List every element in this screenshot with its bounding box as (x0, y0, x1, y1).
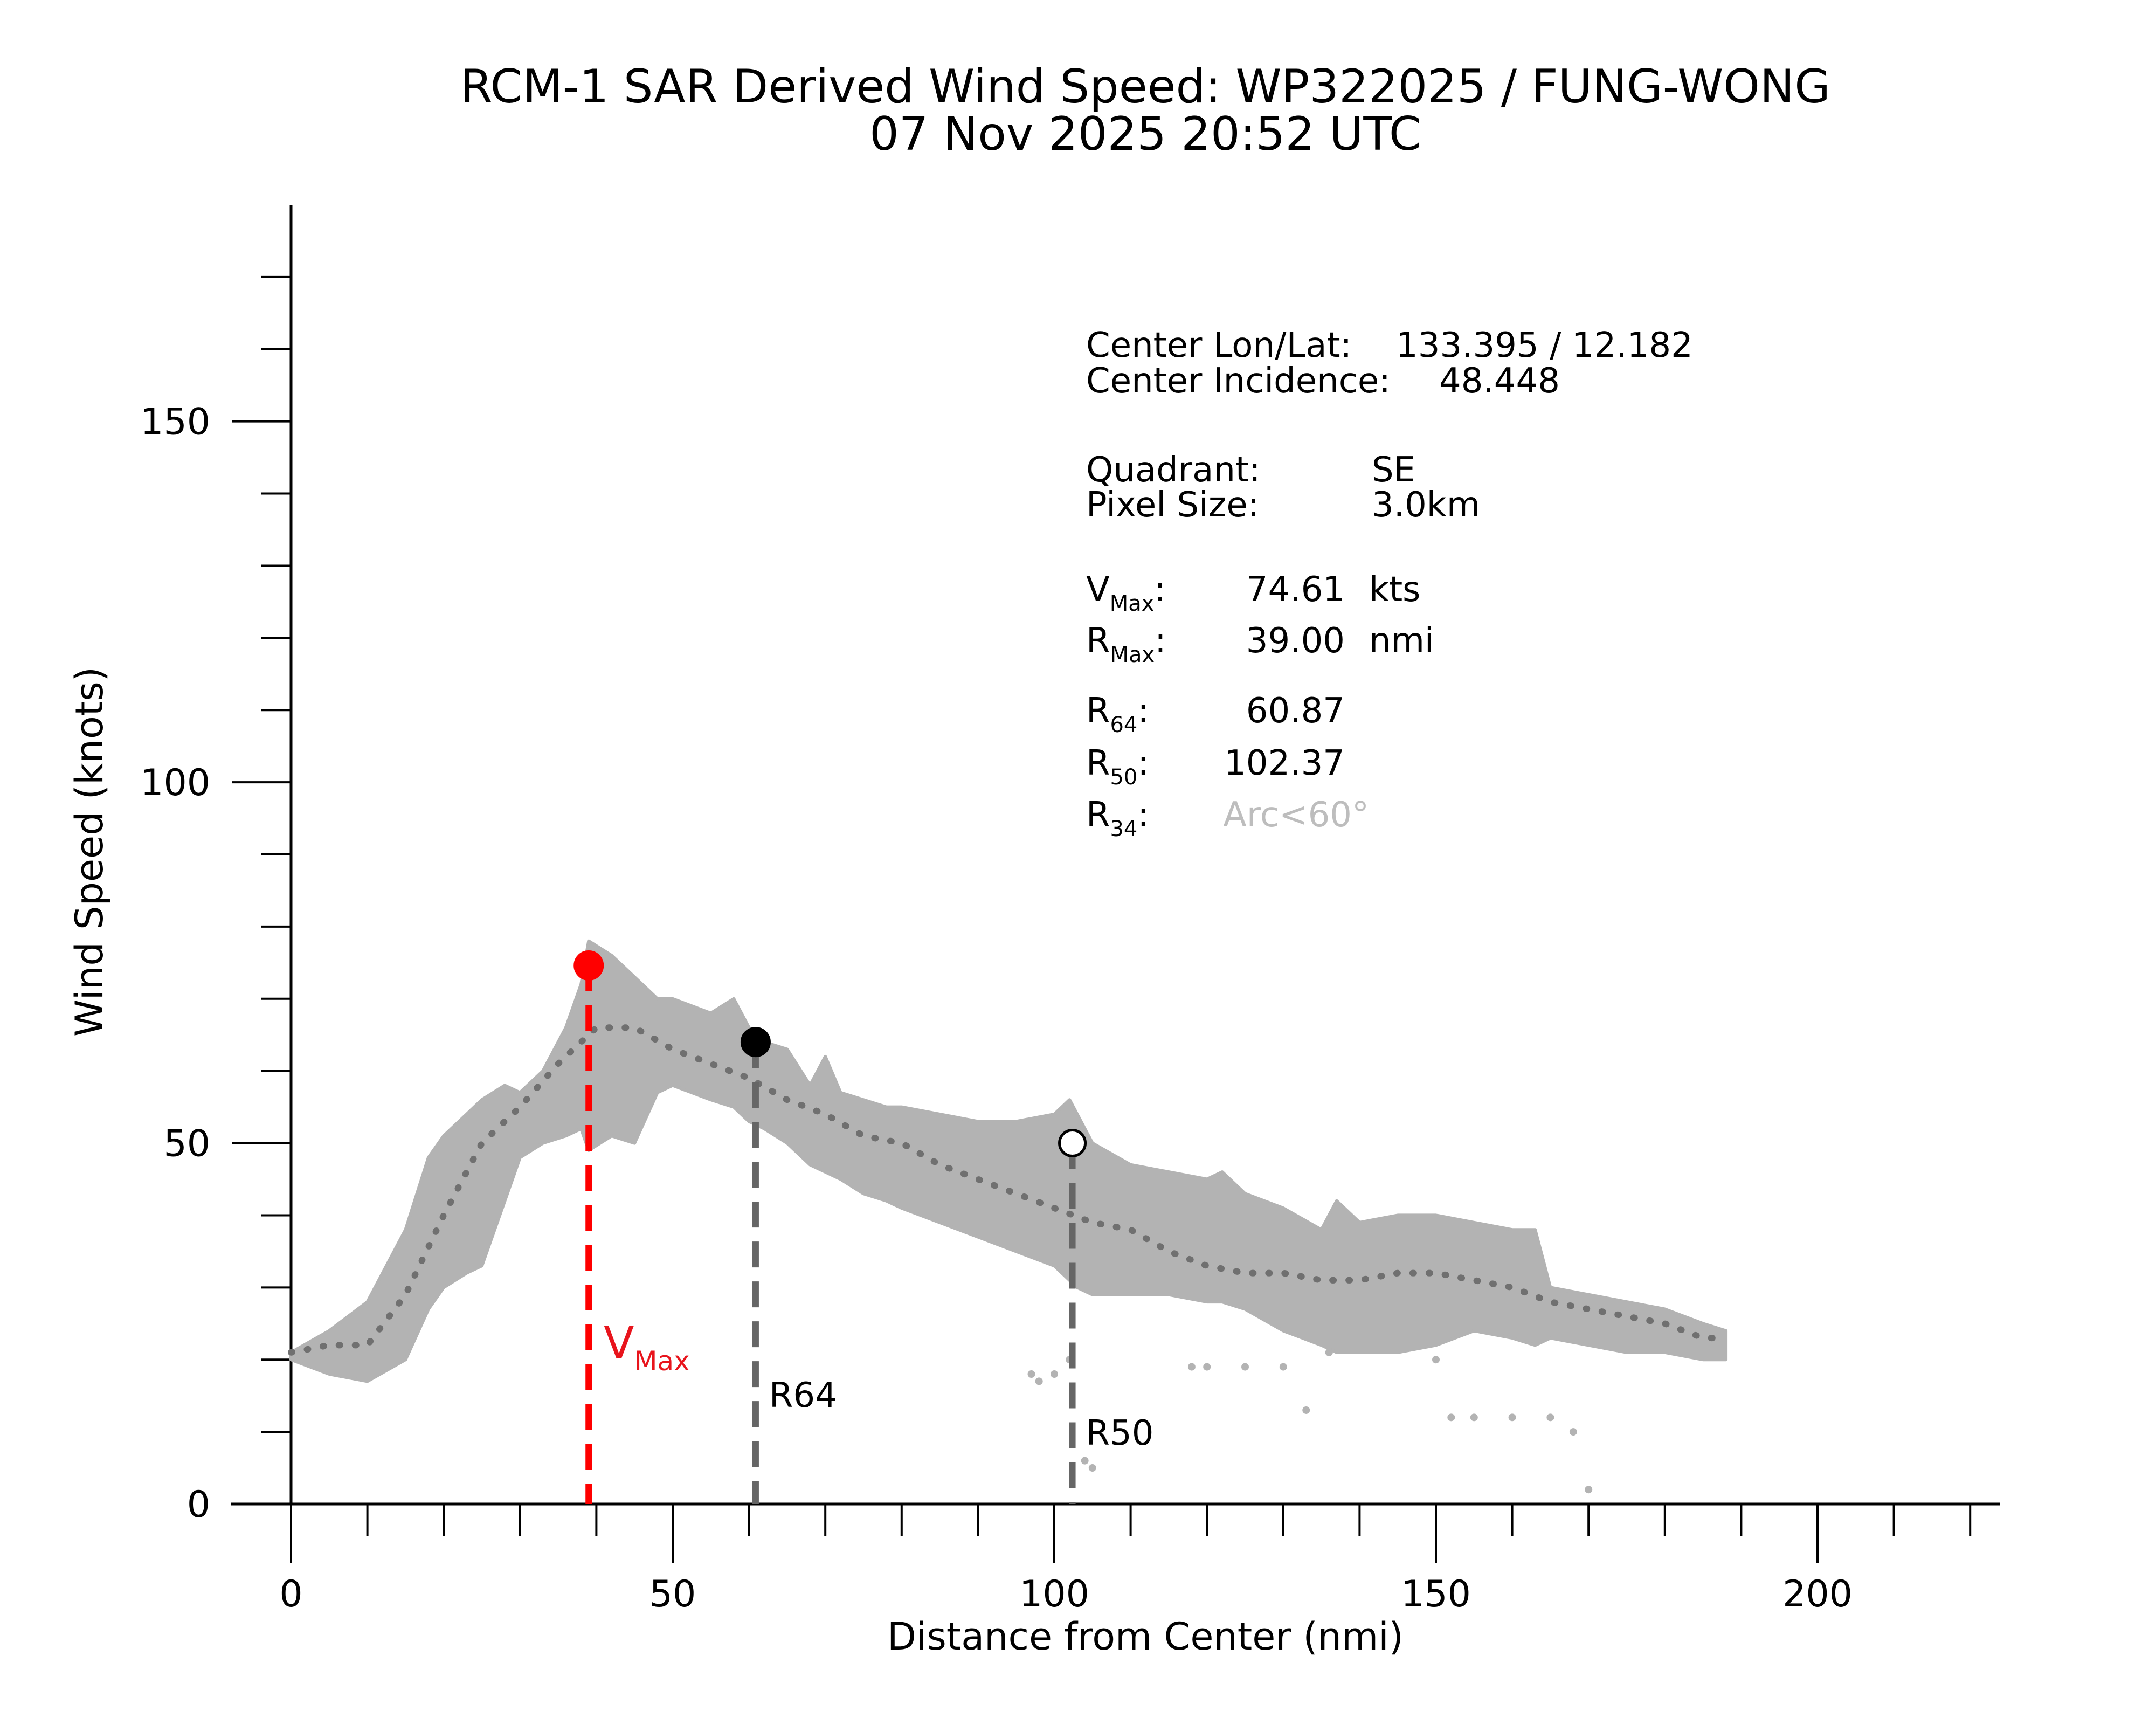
y-tick-label: 100 (140, 762, 210, 804)
y-tick-label: 50 (163, 1123, 210, 1165)
vmax-marker (573, 950, 604, 981)
vmax-label: VMax: (1086, 570, 1166, 616)
outlier-point (1035, 1377, 1043, 1385)
vmax-unit: kts (1369, 570, 1421, 610)
chart-subtitle: 07 Nov 2025 20:52 UTC (869, 107, 1421, 161)
outlier-point (1051, 1370, 1058, 1378)
chart-title: RCM-1 SAR Derived Wind Speed: WP322025 /… (460, 60, 1830, 114)
pixel-size-label: Pixel Size: (1086, 485, 1259, 525)
center-incidence-label: Center Incidence: (1086, 361, 1391, 401)
r64-value: 60.87 (1246, 691, 1345, 731)
outlier-point (1187, 1363, 1196, 1371)
outlier-point (1203, 1363, 1211, 1371)
wind-speed-scatter-cloud (289, 939, 1728, 1383)
x-axis-label: Distance from Center (nmi) (887, 1614, 1404, 1659)
vmax-annotation: VMax (604, 1318, 689, 1377)
plot-area: 0 50 100 150 0 50 100 150 200 VMax R64 R50 (140, 205, 2000, 1616)
r50-annotation: R50 (1086, 1413, 1154, 1453)
rmax-label: RMax: (1086, 621, 1166, 667)
pixel-size-value: 3.0km (1372, 485, 1480, 525)
outlier-point (1279, 1363, 1287, 1371)
x-tick-label: 200 (1782, 1573, 1853, 1616)
r64-marker (740, 1027, 771, 1058)
x-tick-label: 0 (279, 1573, 302, 1616)
r34-value: Arc<60° (1223, 795, 1369, 835)
quadrant-value: SE (1372, 450, 1415, 490)
r34-label: R34: (1086, 795, 1149, 841)
y-tick-label: 0 (187, 1484, 210, 1526)
outlier-point (1508, 1413, 1516, 1422)
r50-marker (1058, 1129, 1087, 1158)
outlier-point (1027, 1370, 1035, 1378)
x-tick-label: 150 (1401, 1573, 1471, 1616)
outlier-point (1585, 1486, 1593, 1494)
outlier-point (1325, 1348, 1333, 1356)
outlier-point (1432, 1356, 1440, 1364)
center-lonlat-value: 133.395 / 12.182 (1396, 326, 1693, 365)
r50-value: 102.37 (1224, 743, 1345, 783)
outlier-point (1302, 1406, 1310, 1414)
vmax-value: 74.61 (1246, 570, 1345, 610)
center-lonlat-label: Center Lon/Lat: (1086, 326, 1352, 365)
y-axis-label: Wind Speed (knots) (67, 667, 112, 1037)
outlier-point (1546, 1413, 1554, 1422)
x-tick-label: 50 (649, 1573, 696, 1616)
outlier-point (1569, 1428, 1577, 1436)
r64-label: R64: (1086, 691, 1149, 737)
rmax-value: 39.00 (1246, 621, 1345, 661)
outlier-point (1241, 1363, 1249, 1371)
x-tick-label: 100 (1019, 1573, 1089, 1616)
r50-label: R50: (1086, 743, 1149, 790)
outlier-point (1088, 1464, 1096, 1472)
center-incidence-value: 48.448 (1439, 361, 1560, 401)
quadrant-label: Quadrant: (1086, 450, 1261, 490)
info-panel: Center Lon/Lat: 133.395 / 12.182 Center … (1086, 326, 1693, 841)
outlier-point (1081, 1457, 1089, 1465)
outlier-point (1470, 1413, 1478, 1422)
y-tick-label: 150 (140, 401, 210, 444)
r64-annotation: R64 (769, 1376, 837, 1416)
rmax-unit: nmi (1369, 621, 1434, 661)
outlier-point (1447, 1413, 1455, 1422)
